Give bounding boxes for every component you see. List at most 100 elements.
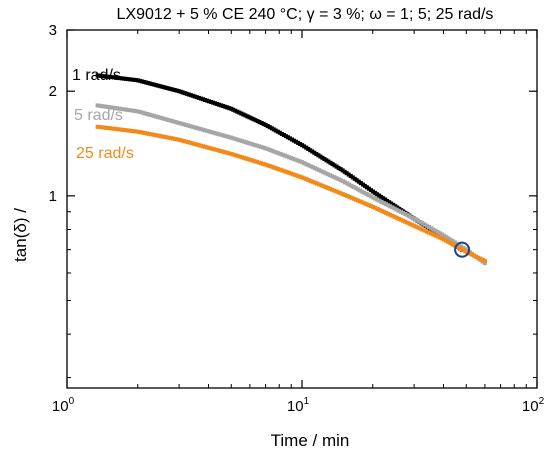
data-point: [386, 203, 391, 208]
data-point: [132, 77, 137, 82]
data-point: [166, 118, 171, 123]
chart-title: LX9012 + 5 % CE 240 °C; γ = 3 %; ω = 1; …: [117, 6, 494, 23]
data-point: [377, 193, 382, 198]
data-point: [166, 135, 171, 140]
data-point: [223, 104, 228, 109]
data-point: [379, 194, 384, 199]
data-point: [452, 243, 457, 248]
data-point: [272, 149, 277, 154]
data-point: [349, 195, 354, 200]
data-point: [147, 112, 152, 117]
y-tick-label: 1: [49, 188, 57, 205]
data-point: [247, 115, 252, 120]
data-point: [244, 140, 249, 145]
data-point: [170, 87, 175, 92]
data-point: [158, 84, 163, 89]
data-point: [237, 154, 242, 159]
data-point: [351, 196, 356, 201]
data-point: [142, 131, 147, 136]
data-point: [110, 126, 115, 131]
data-point: [168, 118, 173, 123]
data-point: [243, 113, 248, 118]
data-point: [256, 144, 261, 149]
data-point: [206, 99, 211, 104]
data-point: [426, 230, 431, 235]
data-point: [418, 220, 423, 225]
data-point: [394, 215, 399, 220]
data-point: [173, 136, 178, 141]
data-point: [145, 112, 150, 116]
data-point: [347, 194, 352, 199]
data-point: [323, 185, 328, 190]
data-point: [198, 143, 203, 148]
data-point: [181, 138, 186, 143]
data-point: [364, 192, 369, 196]
data-point: [170, 136, 175, 141]
data-point: [237, 110, 242, 115]
x-tick-label: 101: [287, 396, 310, 415]
data-point: [194, 125, 199, 130]
data-point: [358, 181, 363, 186]
data-point: [255, 119, 260, 124]
data-point: [476, 255, 481, 260]
data-point: [254, 159, 259, 164]
series-label-25-rad-s: 25 rad/s: [76, 145, 134, 162]
data-point: [259, 144, 264, 149]
x-tick-label: 102: [522, 396, 545, 415]
data-point: [211, 147, 216, 152]
data-point: [188, 93, 193, 98]
data-point: [152, 82, 157, 87]
data-point: [181, 122, 186, 127]
data-point: [480, 257, 485, 262]
data-point: [105, 74, 110, 79]
data-point: [219, 103, 224, 108]
data-point: [461, 248, 466, 253]
y-tick-label: 3: [49, 22, 57, 39]
data-point: [379, 199, 384, 204]
data-point: [190, 141, 195, 146]
data-point: [317, 182, 322, 187]
data-point: [373, 196, 378, 201]
data-point: [204, 98, 209, 103]
data-point: [291, 156, 296, 161]
data-point: [229, 135, 234, 140]
data-point: [291, 172, 296, 177]
data-point: [186, 92, 191, 97]
data-point: [177, 121, 182, 126]
data-point: [431, 227, 436, 232]
data-point: [315, 167, 320, 172]
data-point: [319, 183, 324, 188]
x-axis-label: Time / min: [271, 431, 350, 450]
data-point: [398, 217, 403, 222]
data-point: [310, 149, 315, 154]
data-point: [119, 76, 124, 81]
data-point: [332, 188, 337, 193]
data-point: [231, 107, 236, 112]
data-point: [355, 198, 360, 203]
data-point: [220, 133, 225, 138]
data-point: [395, 205, 400, 210]
data-point: [261, 145, 266, 150]
data-point: [125, 128, 130, 133]
data-point: [388, 204, 393, 209]
data-point: [392, 214, 397, 219]
data-point: [439, 232, 444, 237]
data-point: [250, 158, 255, 163]
data-point: [138, 110, 143, 115]
data-point: [220, 149, 225, 154]
data-point: [200, 97, 205, 102]
data-point: [373, 190, 378, 195]
data-point: [332, 175, 337, 180]
data-point: [338, 178, 343, 183]
data-point: [213, 101, 218, 106]
data-point: [198, 96, 203, 101]
data-point: [274, 150, 279, 155]
data-point: [405, 213, 410, 218]
data-point: [282, 169, 287, 174]
data-point: [448, 237, 453, 242]
data-point: [330, 187, 335, 192]
data-point: [377, 198, 382, 203]
data-point: [261, 121, 266, 126]
series-label-1-rad-s: 1 rad/s: [72, 67, 121, 84]
data-point: [138, 130, 143, 135]
